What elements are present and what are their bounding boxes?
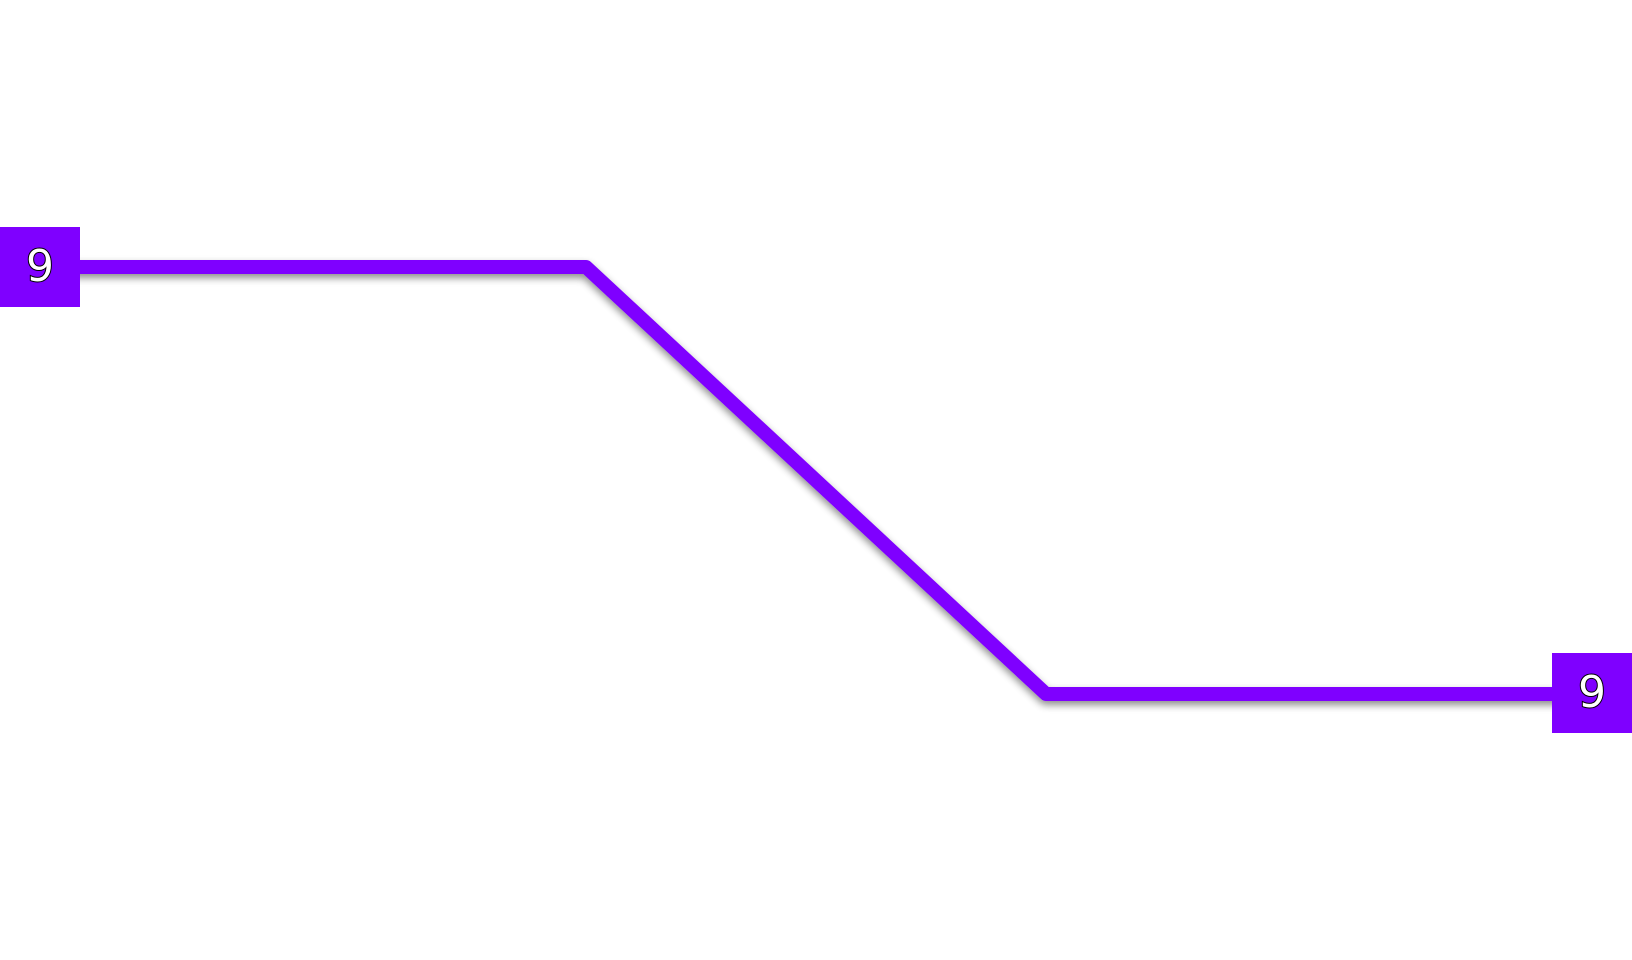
route-start-terminal[interactable]: 9 xyxy=(0,227,80,307)
route-number-label: 9 xyxy=(1577,667,1607,718)
route-end-terminal[interactable]: 9 xyxy=(1552,653,1632,733)
route-line xyxy=(63,260,1567,701)
route-number-label: 9 xyxy=(25,241,55,292)
